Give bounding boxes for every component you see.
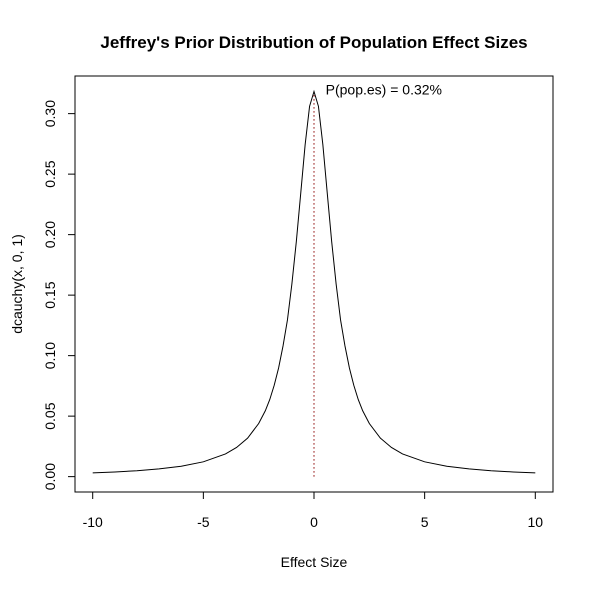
y-tick-label: 0.05 xyxy=(42,402,58,429)
y-tick-label: 0.25 xyxy=(42,160,58,187)
x-tick-label: -5 xyxy=(197,514,210,530)
x-tick-label: -10 xyxy=(83,514,103,530)
y-tick-label: 0.10 xyxy=(42,342,58,369)
x-tick-label: 5 xyxy=(421,514,429,530)
density-curve xyxy=(92,89,536,474)
y-tick-label: 0.00 xyxy=(42,463,58,490)
annotation-label: P(pop.es) = 0.32% xyxy=(326,81,442,97)
y-tick-label: 0.30 xyxy=(42,100,58,127)
y-tick-label: 0.20 xyxy=(42,221,58,248)
y-axis: 0.00 0.05 0.10 0.15 0.20 0.25 0.30 xyxy=(42,100,76,490)
x-axis-label: Effect Size xyxy=(281,554,348,570)
y-tick-label: 0.15 xyxy=(42,281,58,308)
y-axis-label: dcauchy(x, 0, 1) xyxy=(9,234,25,334)
x-axis: -10 -5 0 5 10 xyxy=(83,491,544,530)
x-tick-label: 10 xyxy=(528,514,544,530)
chart-title: Jeffrey's Prior Distribution of Populati… xyxy=(100,33,527,52)
series-layer xyxy=(92,89,536,477)
x-tick-label: 0 xyxy=(310,514,318,530)
